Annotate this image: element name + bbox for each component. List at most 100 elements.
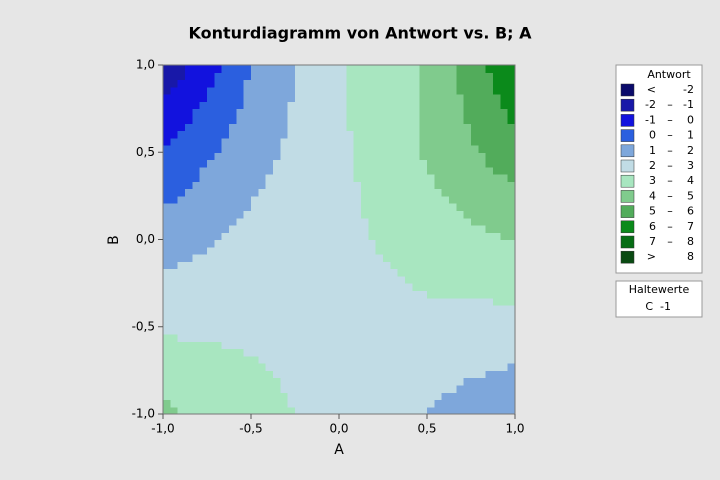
contour-cell [207,108,215,117]
contour-cell [507,188,516,197]
contour-cell [331,79,340,88]
contour-cell [170,290,179,299]
contour-cell [485,326,494,335]
contour-cell [258,108,267,117]
contour-cell [361,384,369,393]
contour-cell [214,406,223,415]
hold-box [615,280,703,318]
contour-cell [419,115,428,124]
contour-cell [419,297,428,306]
contour-cell [419,312,428,321]
contour-cell [368,246,377,255]
contour-cell [441,232,450,241]
contour-cell [397,246,406,255]
contour-cell [280,210,289,219]
contour-cell [302,290,311,299]
contour-cell [295,203,303,212]
contour-cell [287,224,296,233]
contour-cell [390,65,399,73]
contour-cell [405,101,413,110]
contour-cell [419,392,428,401]
contour-cell [463,254,472,262]
contour-cell [317,65,325,73]
contour-cell [434,355,443,364]
contour-cell [500,203,509,212]
contour-cell [185,224,193,233]
contour-cell [507,399,516,408]
contour-cell [287,123,296,132]
contour-cell [221,384,230,393]
contour-cell [280,334,289,342]
contour-cell [478,137,487,146]
contour-cell [346,72,355,81]
contour-cell [485,130,494,139]
contour-cell [368,268,377,277]
contour-cell [478,406,487,415]
contour-cell [192,152,201,161]
contour-cell [251,239,259,248]
contour-cell [295,297,303,306]
contour-cell [456,377,465,386]
contour-cell [236,94,245,102]
contour-cell [302,203,311,212]
contour-cell [236,341,245,350]
contour-cell [214,115,223,124]
contour-cell [412,283,421,291]
legend-high: 3 [687,159,694,172]
contour-cell [207,181,215,190]
contour-cell [302,65,311,73]
contour-cell [280,224,289,233]
contour-cell [361,399,369,408]
contour-cell [199,406,208,415]
contour-cell [456,203,465,212]
contour-cell [302,312,311,321]
contour-cell [434,203,443,212]
contour-cell [273,159,281,168]
contour-cell [368,275,377,284]
contour-cell [412,355,421,364]
contour-cell [317,174,325,182]
contour-cell [199,370,208,379]
contour-cell [309,254,318,262]
contour-cell [339,406,347,415]
contour-cell [353,217,362,226]
contour-cell [280,384,289,393]
contour-cell [207,384,215,393]
contour-cell [258,290,267,299]
contour-cell [478,203,487,212]
contour-cell [507,203,516,212]
contour-cell [177,79,186,88]
contour-cell [273,406,281,415]
contour-cell [185,123,193,132]
contour-cell [170,174,179,182]
contour-cell [493,355,501,364]
contour-cell [163,254,171,262]
contour-cell [236,370,245,379]
contour-cell [199,181,208,190]
contour-cell [192,94,201,102]
contour-cell [339,232,347,241]
contour-cell [507,130,516,139]
contour-cell [207,123,215,132]
contour-cell [331,319,340,328]
contour-cell [507,159,516,168]
contour-cell [265,341,274,350]
contour-cell [317,363,325,371]
contour-cell [383,188,391,197]
contour-cell [280,341,289,350]
contour-cell [368,384,377,393]
contour-cell [324,130,333,139]
contour-cell [405,72,413,81]
contour-cell [163,246,171,255]
contour-cell [163,348,171,357]
contour-cell [295,283,303,291]
contour-cell [412,166,421,175]
contour-cell [221,348,230,357]
contour-cell [229,392,237,401]
contour-cell [214,174,223,182]
y-tick-label: -1,0 [132,407,155,421]
contour-cell [346,188,355,197]
contour-cell [449,304,457,313]
contour-cell [207,130,215,139]
contour-cell [361,144,369,153]
